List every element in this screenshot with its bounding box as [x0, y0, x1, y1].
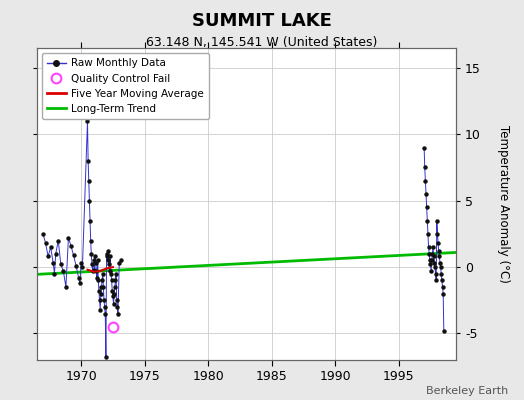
Y-axis label: Temperature Anomaly (°C): Temperature Anomaly (°C) — [497, 125, 510, 283]
Text: 63.148 N, 145.541 W (United States): 63.148 N, 145.541 W (United States) — [146, 36, 378, 49]
Text: Berkeley Earth: Berkeley Earth — [426, 386, 508, 396]
Text: SUMMIT LAKE: SUMMIT LAKE — [192, 12, 332, 30]
Legend: Raw Monthly Data, Quality Control Fail, Five Year Moving Average, Long-Term Tren: Raw Monthly Data, Quality Control Fail, … — [42, 53, 209, 119]
